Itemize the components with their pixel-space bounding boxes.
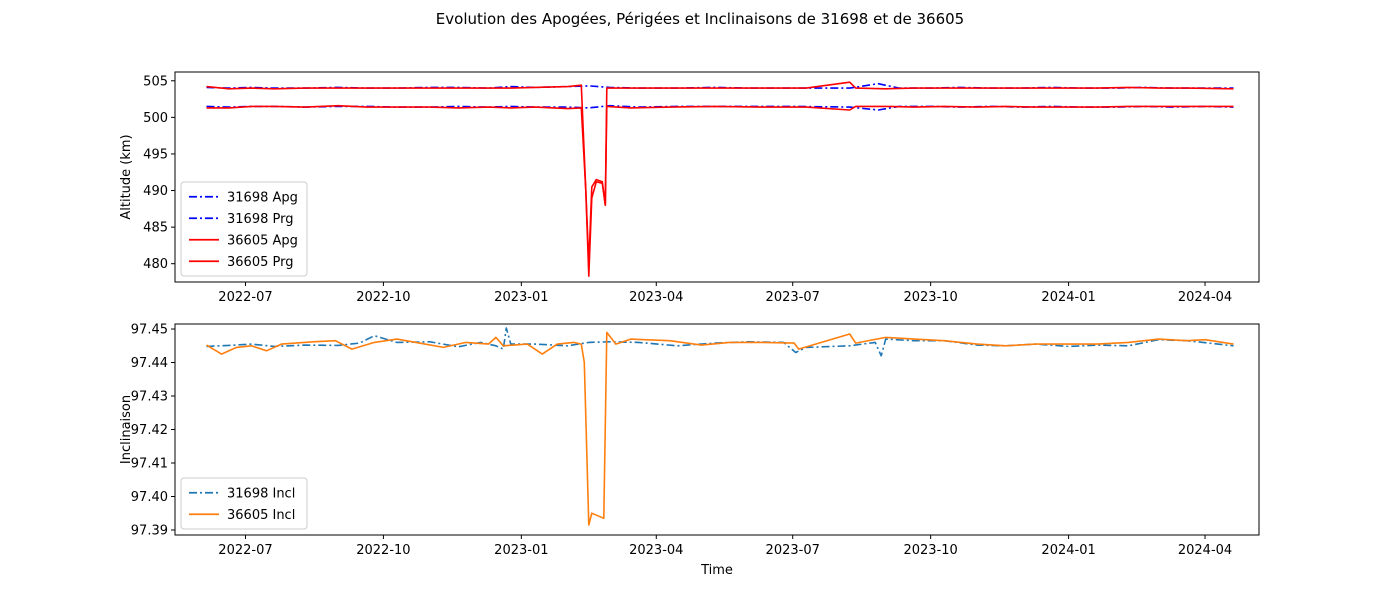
y-tick-label: 500 [143, 111, 168, 126]
series-line-36605-apg [206, 81, 1234, 265]
y-tick-label: 480 [143, 257, 168, 272]
series-line-36605-incl [206, 331, 1234, 526]
legend: 31698 Apg 31698 Prg 36605 Apg 36605 Prg [180, 181, 308, 277]
y-tick-label: 485 [143, 221, 168, 236]
legend-label: 31698 Prg [227, 212, 293, 227]
series-line-36605-prg [206, 104, 1234, 277]
plot-frame [174, 71, 1260, 283]
x-tick-label: 2022-10 [356, 290, 410, 305]
x-tick-label: 2022-07 [218, 290, 272, 305]
x-tick-label: 2023-01 [494, 290, 548, 305]
y-tick-label: 97.39 [131, 523, 168, 538]
y-tick-label: 505 [143, 74, 168, 89]
figure-title: Evolution des Apogées, Périgées et Incli… [436, 10, 964, 28]
y-axis-label: Altitude (km) [119, 134, 134, 219]
legend: 31698 Incl 36605 Incl [180, 477, 308, 530]
inclination-panel: 97.39 97.40 97.41 97.42 97.43 97.44 97.45 2022-… [119, 323, 1260, 578]
x-tick-label: 2023-07 [766, 290, 820, 305]
x-tick-label: 2023-10 [903, 290, 957, 305]
y-tick-label: 97.43 [131, 390, 168, 405]
x-tick-label: 2022-07 [218, 543, 272, 558]
legend-label: 36605 Prg [227, 255, 293, 270]
x-tick-label: 2023-07 [766, 543, 820, 558]
y-axis-label: Inclinaison [119, 395, 134, 464]
y-tick-label: 97.42 [131, 423, 168, 438]
x-tick-label: 2023-04 [629, 543, 683, 558]
y-tick-label: 495 [143, 147, 168, 162]
y-tick-label: 97.45 [131, 323, 168, 338]
x-tick-label: 2024-01 [1041, 290, 1095, 305]
x-tick-label: 2024-01 [1041, 543, 1095, 558]
legend-label: 31698 Apg [227, 190, 298, 205]
x-axis-label: Time [700, 563, 733, 578]
plot-frame [174, 323, 1260, 536]
legend-label: 36605 Apg [227, 233, 298, 248]
x-tick-label: 2024-04 [1178, 290, 1232, 305]
x-tick-label: 2024-04 [1178, 543, 1232, 558]
x-tick-label: 2022-10 [356, 543, 410, 558]
series-line-31698-incl [206, 327, 1234, 357]
legend-label: 31698 Incl [227, 486, 295, 501]
legend-label: 36605 Incl [227, 508, 295, 523]
y-tick-label: 490 [143, 184, 168, 199]
x-tick-label: 2023-10 [903, 543, 957, 558]
y-tick-label: 97.40 [131, 490, 168, 505]
y-tick-label: 97.41 [131, 456, 168, 471]
y-tick-label: 97.44 [131, 356, 168, 371]
x-tick-label: 2023-01 [494, 543, 548, 558]
altitude-panel: 480 485 490 495 500 505 2022-07 2022-10 2023-01 2… [119, 71, 1260, 305]
x-tick-label: 2023-04 [629, 290, 683, 305]
